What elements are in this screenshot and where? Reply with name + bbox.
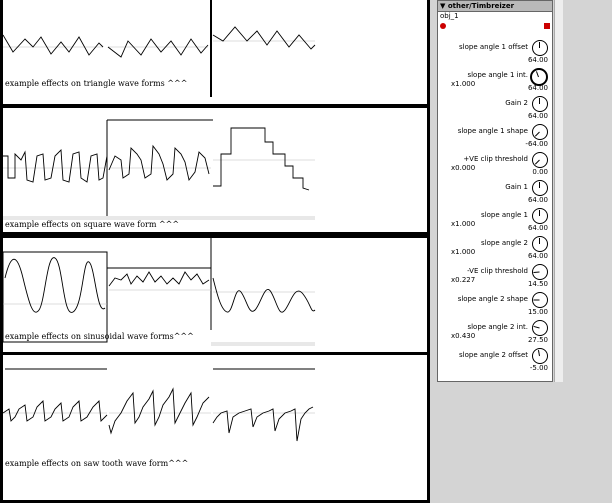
param-label: slope angle 2 offset bbox=[459, 351, 528, 359]
param-slope-angle-1-shape[interactable]: slope angle 1 shape -64.00 bbox=[438, 123, 550, 151]
param-label: slope angle 1 int. bbox=[467, 71, 528, 79]
param-value: 0.00 bbox=[532, 168, 548, 176]
param-value: 15.00 bbox=[527, 308, 548, 316]
knob[interactable] bbox=[532, 124, 548, 140]
panel-caption: example effects on triangle wave forms ^… bbox=[5, 79, 188, 88]
knob[interactable] bbox=[532, 320, 548, 336]
param-label: Gain 1 bbox=[505, 183, 528, 191]
param-multiplier: x1.000 bbox=[451, 220, 476, 228]
triangle-wave-panel: example effects on triangle wave forms ^… bbox=[0, 0, 430, 107]
param-positive-clip-threshold[interactable]: +VE clip threshold x0.000 0.00 bbox=[438, 151, 550, 179]
knob[interactable] bbox=[532, 40, 548, 56]
inlet-port[interactable] bbox=[440, 23, 446, 29]
sawtooth-wave-plots bbox=[3, 368, 315, 442]
knob[interactable] bbox=[532, 208, 548, 224]
param-label: +VE clip threshold bbox=[463, 155, 528, 163]
knob[interactable] bbox=[532, 292, 548, 308]
param-label: Gain 2 bbox=[505, 99, 528, 107]
param-value: 27.50 bbox=[527, 336, 548, 344]
knob[interactable] bbox=[530, 68, 548, 86]
param-slope-angle-1-int[interactable]: slope angle 1 int. x1.000 64.00 bbox=[438, 67, 550, 95]
param-value: 14.50 bbox=[527, 280, 548, 288]
knob[interactable] bbox=[532, 236, 548, 252]
param-slope-angle-2-int[interactable]: slope angle 2 int. x0.430 27.50 bbox=[438, 319, 550, 347]
param-label: slope angle 2 bbox=[481, 239, 528, 247]
panel-caption: example effects on saw tooth wave form^^… bbox=[5, 459, 189, 468]
param-slope-angle-1[interactable]: slope angle 1 x1.000 64.00 bbox=[438, 207, 550, 235]
param-slope-angle-2-offset[interactable]: slope angle 2 offset -5.00 bbox=[438, 347, 550, 375]
knob[interactable] bbox=[532, 264, 548, 280]
param-value: 64.00 bbox=[527, 196, 548, 204]
square-wave-panel: example effects on square wave form ^^^ bbox=[0, 105, 430, 235]
knob[interactable] bbox=[532, 96, 548, 112]
vertical-scrollbar[interactable] bbox=[554, 0, 563, 382]
panel-caption: example effects on square wave form ^^^ bbox=[5, 220, 180, 229]
param-negative-clip-threshold[interactable]: -VE clip threshold x0.227 14.50 bbox=[438, 263, 550, 291]
param-value: -64.00 bbox=[525, 140, 548, 148]
object-instance-name[interactable]: obj_1 bbox=[440, 12, 459, 20]
param-value: 64.00 bbox=[527, 252, 548, 260]
timbreizer-object[interactable]: ▼ other/Timbreizer obj_1 slope angle 1 o… bbox=[437, 0, 553, 382]
sawtooth-wave-panel: example effects on saw tooth wave form^^… bbox=[0, 352, 430, 503]
panel-caption: example effects on sinusoidal wave forms… bbox=[5, 332, 194, 341]
param-value: 64.00 bbox=[527, 56, 548, 64]
param-value: -5.00 bbox=[529, 364, 548, 372]
param-label: slope angle 2 shape bbox=[457, 295, 528, 303]
param-multiplier: x0.430 bbox=[451, 332, 476, 340]
param-label: slope angle 2 int. bbox=[467, 323, 528, 331]
square-wave-plots bbox=[3, 119, 315, 220]
param-value: 64.00 bbox=[527, 112, 548, 120]
param-multiplier: x0.227 bbox=[451, 276, 476, 284]
param-multiplier: x1.000 bbox=[451, 248, 476, 256]
triangle-wave-plots bbox=[3, 0, 316, 97]
param-slope-angle-1-offset[interactable]: slope angle 1 offset 64.00 bbox=[438, 39, 550, 67]
param-slope-angle-2[interactable]: slope angle 2 x1.000 64.00 bbox=[438, 235, 550, 263]
param-gain-2[interactable]: Gain 2 64.00 bbox=[438, 95, 550, 123]
param-value: 64.00 bbox=[527, 84, 548, 92]
param-label: slope angle 1 shape bbox=[457, 127, 528, 135]
param-multiplier: x1.000 bbox=[451, 80, 476, 88]
knob[interactable] bbox=[532, 348, 548, 364]
sinusoidal-wave-panel: example effects on sinusoidal wave forms… bbox=[0, 235, 430, 355]
knob[interactable] bbox=[532, 152, 548, 168]
param-value: 64.00 bbox=[527, 224, 548, 232]
object-title-bar[interactable]: ▼ other/Timbreizer bbox=[438, 1, 552, 12]
param-gain-1[interactable]: Gain 1 64.00 bbox=[438, 179, 550, 207]
param-slope-angle-2-shape[interactable]: slope angle 2 shape 15.00 bbox=[438, 291, 550, 319]
param-multiplier: x0.000 bbox=[451, 164, 476, 172]
param-label: slope angle 1 bbox=[481, 211, 528, 219]
knob[interactable] bbox=[532, 180, 548, 196]
param-label: -VE clip threshold bbox=[467, 267, 528, 275]
param-label: slope angle 1 offset bbox=[459, 43, 528, 51]
outlet-port[interactable] bbox=[544, 23, 550, 29]
sinusoidal-wave-plots bbox=[3, 238, 316, 346]
